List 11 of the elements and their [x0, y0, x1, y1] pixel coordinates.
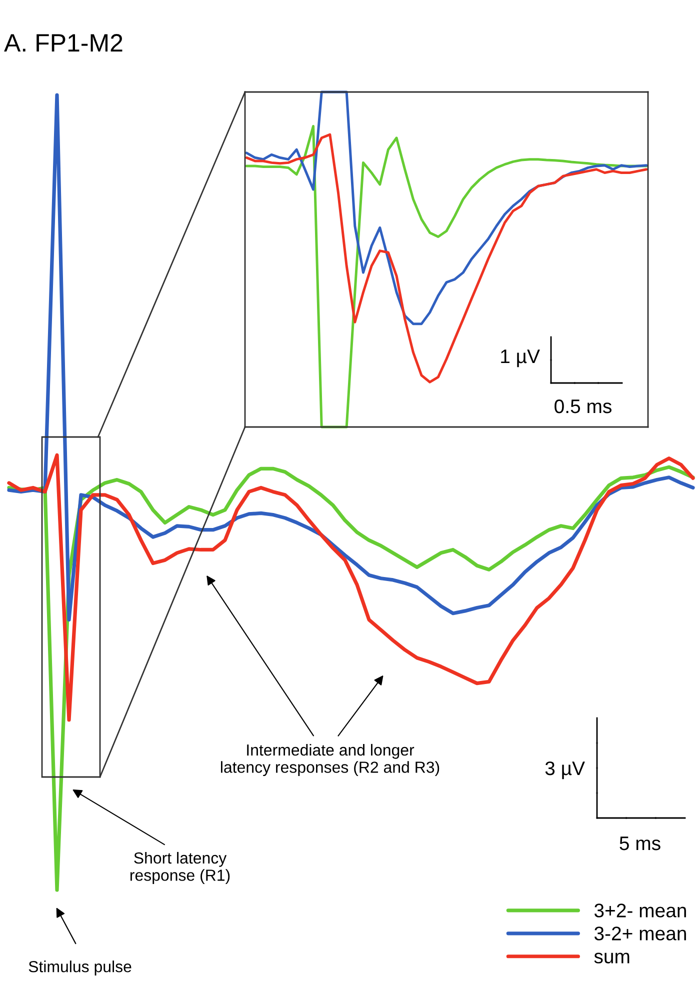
chart-title: A. FP1-M2	[4, 34, 122, 52]
annotation: 5 ms	[620, 836, 660, 850]
legend-label: 3+2- mean	[594, 904, 686, 918]
legend-label: 3-2+ mean	[594, 926, 686, 940]
annotation: Short latency response (R1)	[130, 852, 230, 884]
legend-label: sum	[594, 952, 630, 964]
annotation: 0.5 ms	[554, 399, 612, 414]
annotation: 3 µV	[545, 761, 585, 780]
text: Stimulus pulse	[28, 960, 132, 976]
annotation: 1 µV	[501, 350, 540, 368]
annotation: Intermediate and longer latency responses (R2 and R3)	[220, 744, 440, 776]
